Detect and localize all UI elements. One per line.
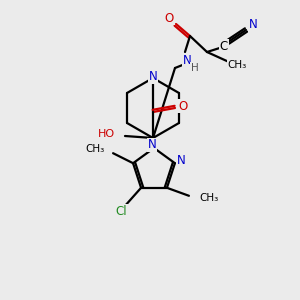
Text: N: N (183, 53, 191, 67)
Text: N: N (148, 139, 156, 152)
Text: C: C (220, 40, 228, 52)
Text: H: H (191, 63, 199, 73)
Text: CH₃: CH₃ (86, 144, 105, 154)
Text: N: N (249, 19, 257, 32)
Text: Cl: Cl (115, 205, 127, 218)
Text: N: N (176, 154, 185, 167)
Text: O: O (178, 100, 188, 112)
Text: CH₃: CH₃ (199, 193, 218, 203)
Text: CH₃: CH₃ (227, 60, 247, 70)
Text: N: N (148, 70, 158, 83)
Text: HO: HO (98, 129, 115, 139)
Text: O: O (164, 11, 174, 25)
